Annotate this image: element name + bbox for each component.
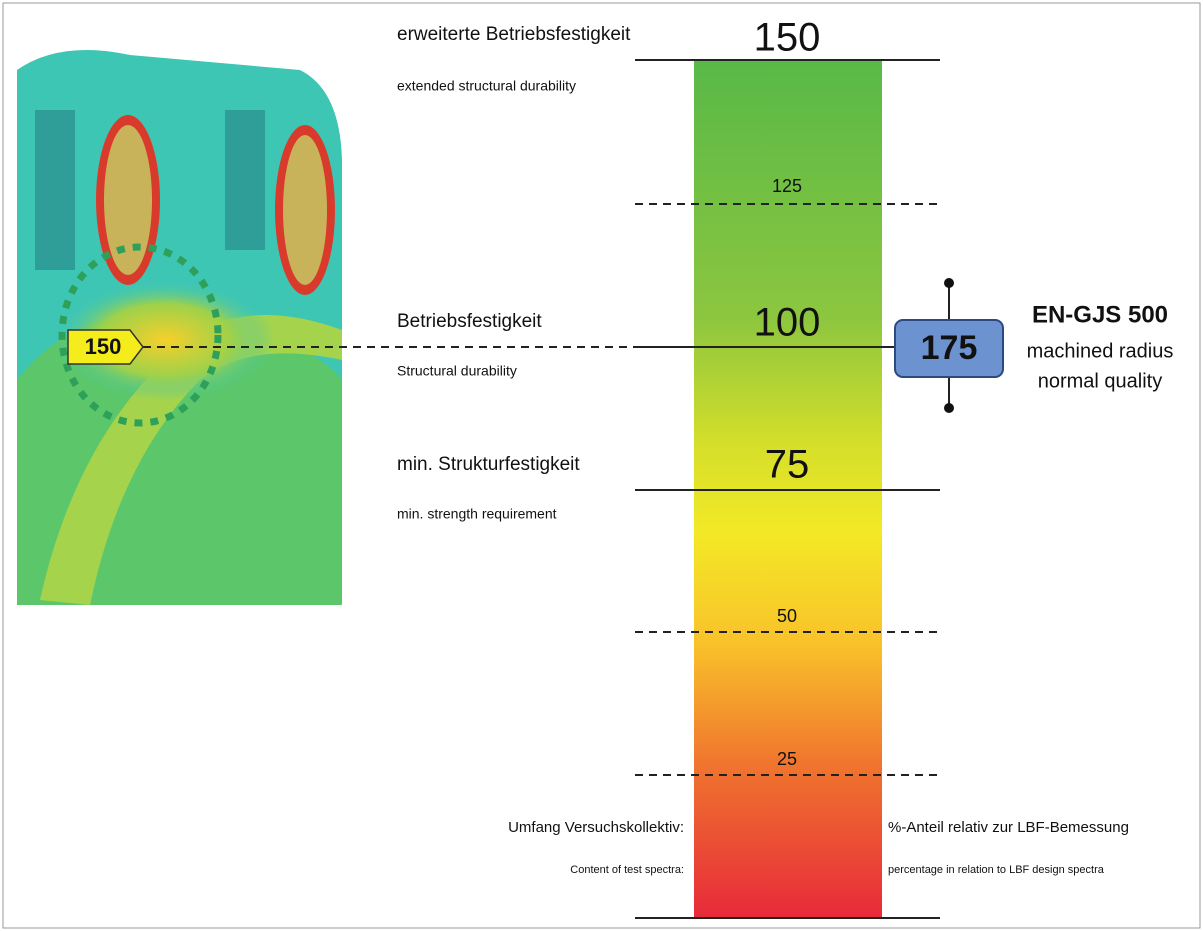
page: 150 125 100 75 50 25 erweiterte Betriebs…	[0, 0, 1203, 931]
level-label-en: min. strength requirement	[397, 506, 557, 522]
footer-right-en: percentage in relation to LBF design spe…	[888, 864, 1105, 876]
level-value: 125	[772, 176, 802, 196]
diagram: 150 125 100 75 50 25 erweiterte Betriebs…	[0, 0, 1203, 931]
level-value: 25	[777, 749, 797, 769]
level-value: 50	[777, 606, 797, 626]
marker-value: 150	[85, 334, 122, 359]
material-line: normal quality	[1038, 370, 1163, 392]
footer-left-de: Umfang Versuchskollektiv:	[508, 819, 684, 836]
material-line: machined radius	[1027, 340, 1174, 362]
footer-right-de: %-Anteil relativ zur LBF-Bemessung	[888, 819, 1129, 836]
level-value: 100	[754, 301, 821, 345]
level-label-de: min. Strukturfestigkeit	[397, 454, 580, 475]
level-label-en: Structural durability	[397, 363, 517, 379]
level-label-de: erweiterte Betriebsfestigkeit	[397, 24, 631, 45]
fem-image	[17, 50, 342, 605]
material-value: 175	[921, 329, 978, 367]
material-name: EN-GJS 500	[1032, 301, 1168, 328]
level-value: 75	[765, 443, 810, 487]
level-label-en: extended structural durability	[397, 78, 576, 94]
footer-left-en: Content of test spectra:	[570, 864, 684, 876]
level-label-de: Betriebsfestigkeit	[397, 311, 542, 332]
level-value: 150	[754, 16, 821, 60]
